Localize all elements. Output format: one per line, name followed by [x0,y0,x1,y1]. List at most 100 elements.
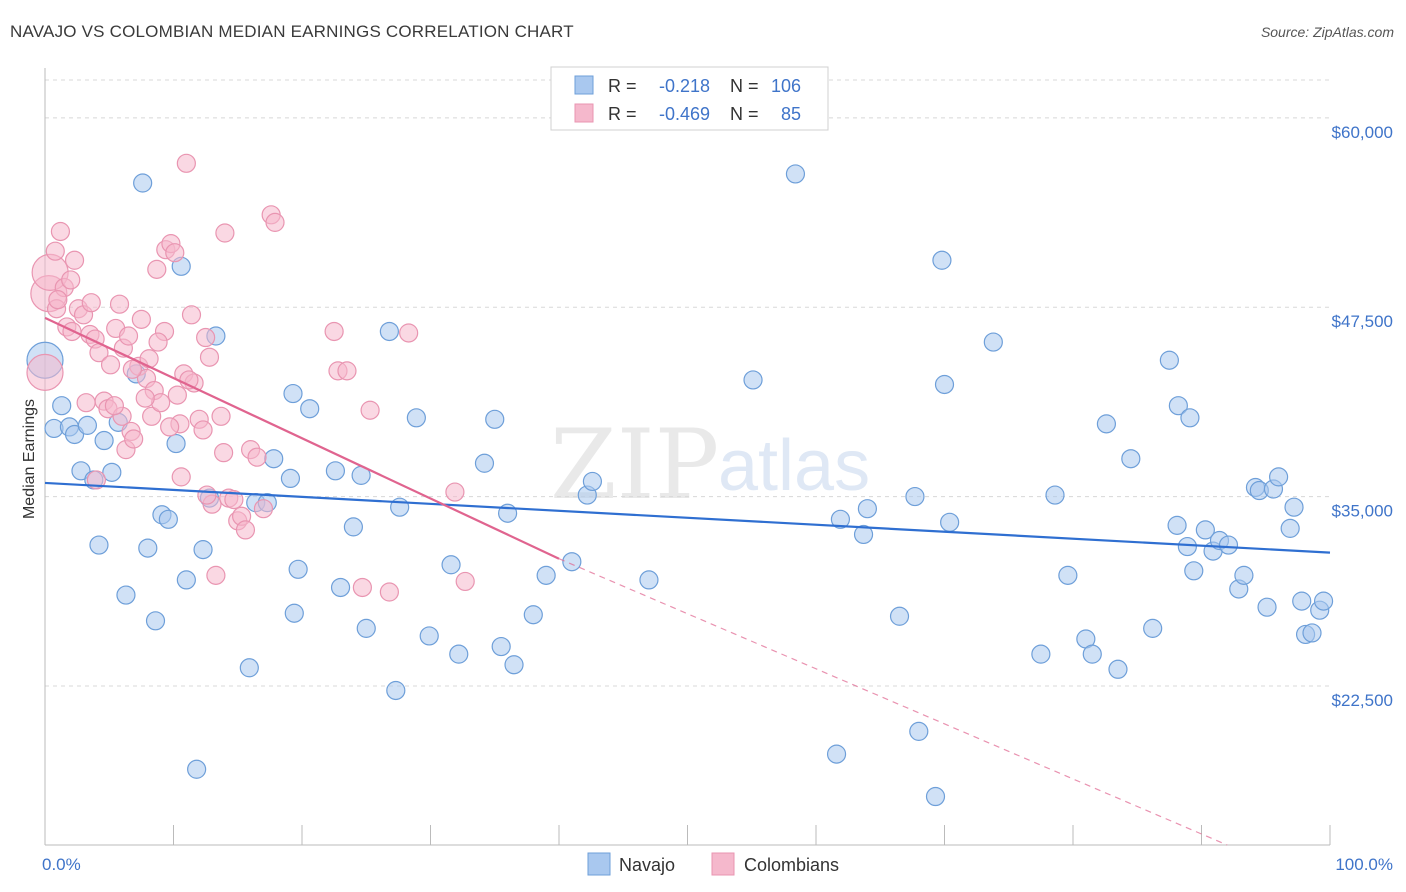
series-legend: Navajo Colombians [587,852,839,876]
navajo-point [582,471,603,492]
colombian-point [76,393,96,413]
colombian-point [100,355,121,375]
navajo-point [983,332,1003,352]
navajo-point [176,570,196,590]
navajo-point [1257,597,1277,617]
x-tick-min: 0.0% [42,855,81,874]
colombian-point [399,323,419,343]
colombian-point [165,243,185,263]
navajo-point [239,658,259,678]
navajo-point [284,603,304,623]
bottom-swatch-navajo[interactable] [587,852,611,876]
y-tick-label: $47,500 [1332,312,1393,331]
chart-title: NAVAJO VS COLOMBIAN MEDIAN EARNINGS CORR… [10,22,574,41]
navajo-point [102,462,122,482]
navajo-point [138,538,158,558]
legend-box [550,66,829,131]
colombian-point [135,388,155,408]
legend-r-label-colombian: R = [608,104,637,124]
colombian-point [124,429,144,449]
navajo-points [26,164,1334,807]
navajo-point [485,409,505,429]
navajo-point [1280,518,1300,538]
navajo-point [889,606,910,626]
navajo-point [193,540,213,560]
bottom-legend-colombian[interactable]: Colombians [744,855,839,875]
navajo-point [1177,536,1197,557]
colombian-point [171,467,191,487]
navajo-trend-line [44,481,1331,554]
colombian-point [324,321,344,342]
legend-n-value-colombian: 85 [781,104,801,124]
navajo-point [300,399,320,419]
navajo-point [1168,396,1188,416]
navajo-point [1143,618,1163,638]
navajo-point [1268,467,1289,487]
navajo-point [830,509,851,529]
navajo-point [523,605,543,625]
colombian-point [48,290,68,310]
bottom-swatch-colombian[interactable] [711,852,735,876]
navajo-point [536,565,556,585]
navajo-point [158,509,178,529]
navajo-point [639,570,659,590]
navajo-point [853,524,874,545]
navajo-point [1234,565,1254,585]
colombian-point [176,153,196,173]
navajo-point [283,383,303,404]
navajo-point [264,449,284,469]
navajo-point [857,499,878,519]
navajo-point [379,321,399,342]
navajo-point [1284,497,1304,517]
colombian-point [214,443,234,463]
navajo-point [330,577,351,598]
colombian-point [61,270,81,290]
navajo-point [934,374,955,395]
colombian-point [360,400,380,420]
colombian-point [196,327,216,348]
navajo-point [1121,449,1141,469]
colombian-point [197,485,217,505]
colombian-point [122,359,142,379]
navajo-point [826,744,847,764]
navajo-point [1184,561,1204,581]
trend-lines [44,316,1331,846]
navajo-point [925,786,946,807]
navajo-point [1058,565,1078,585]
colombian-point [224,490,244,510]
watermark-zip: ZIP [550,409,719,521]
bottom-legend-navajo[interactable]: Navajo [619,855,675,875]
colombian-point [379,582,399,602]
colombian-point [109,294,130,314]
colombian-points [26,153,475,602]
navajo-point [562,552,582,572]
legend-n-label-colombian: N = [730,104,759,124]
navajo-point [89,535,109,555]
colombian-point [352,577,372,598]
navajo-point [288,559,308,579]
navajo-point [406,408,426,428]
colombian-point [206,565,226,585]
colombian-point [45,241,65,261]
colombian-point [167,385,187,405]
colombian-point [26,353,64,391]
correlation-legend: R = -0.218 N = 106 R = -0.469 N = 85 [550,66,829,131]
colombian-point [247,447,267,467]
navajo-point [94,430,114,451]
navajo-point [166,433,186,454]
y-axis-label: Median Earnings [21,399,38,519]
navajo-point [449,644,469,664]
navajo-point [133,173,153,193]
navajo-point [1045,485,1065,505]
colombian-point [455,571,475,592]
navajo-point [474,453,495,473]
navajo-point [743,370,763,390]
navajo-point [1218,535,1239,555]
legend-r-value-navajo: -0.218 [659,76,710,96]
x-tick-max: 100.0% [1335,855,1393,874]
colombian-point [64,250,85,270]
navajo-point [343,517,363,537]
navajo-point [1313,591,1334,611]
grid-lines [45,79,1330,687]
